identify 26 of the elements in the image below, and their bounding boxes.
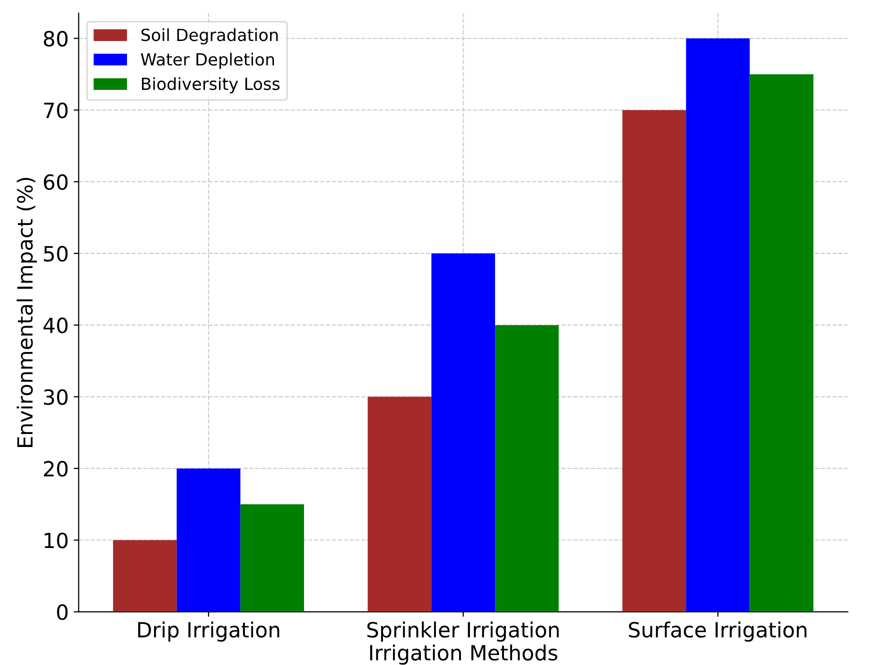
bar <box>686 38 750 612</box>
bar <box>368 396 432 612</box>
x-tick-label: Drip Irrigation <box>138 622 280 642</box>
y-tick-label: 30 <box>44 389 68 405</box>
legend-label: Water Depletion <box>140 52 274 69</box>
y-tick-label: 20 <box>44 460 68 477</box>
bar <box>113 540 177 612</box>
bar <box>431 253 496 612</box>
y-tick-label: 10 <box>44 532 68 548</box>
y-axis-title: Environmental Impact (%) <box>16 178 37 447</box>
y-tick-label: 70 <box>44 102 68 118</box>
bar <box>495 325 559 612</box>
x-tick-label: Surface Irrigation <box>628 622 806 642</box>
bar <box>750 74 814 612</box>
y-tick-label: 80 <box>44 30 68 47</box>
y-tick-label: 60 <box>44 174 68 190</box>
legend-label: Soil Degradation <box>141 28 278 44</box>
x-tick-label: Sprinkler Irrigation <box>367 622 559 642</box>
bar <box>240 504 304 612</box>
legend-label: Biodiversity Loss <box>142 77 280 94</box>
bar <box>622 110 686 612</box>
y-tick-label: 0 <box>57 604 68 620</box>
y-tick-label: 50 <box>44 246 68 262</box>
bar <box>176 468 240 612</box>
x-axis-title: Irrigation Methods <box>370 644 558 665</box>
y-tick-label: 40 <box>43 318 68 334</box>
